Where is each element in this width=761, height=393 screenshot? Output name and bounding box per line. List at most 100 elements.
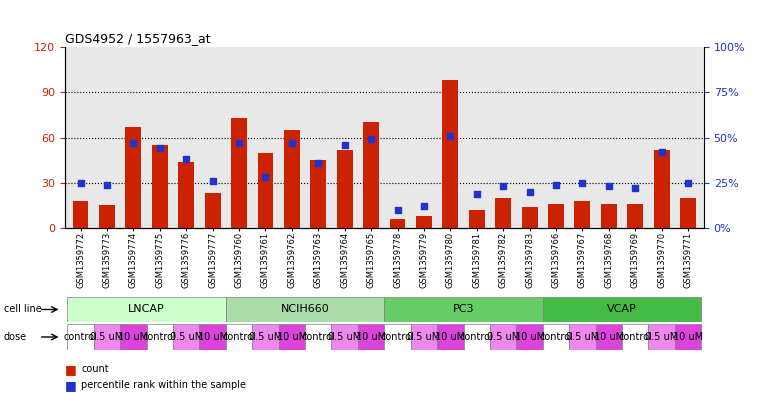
Text: control: control: [380, 332, 415, 342]
Point: [75, 180, 87, 186]
Text: control: control: [143, 332, 177, 342]
Text: 0.5 uM: 0.5 uM: [407, 332, 441, 342]
Bar: [384, 324, 411, 350]
Text: control: control: [222, 332, 256, 342]
Point: [101, 182, 113, 188]
Text: 0.5 uM: 0.5 uM: [565, 332, 599, 342]
Bar: [67, 297, 226, 322]
Text: 0.5 uM: 0.5 uM: [486, 332, 520, 342]
Text: ■: ■: [65, 363, 76, 376]
Bar: [178, 162, 194, 228]
Text: control: control: [301, 332, 335, 342]
Bar: [147, 324, 173, 350]
Text: control: control: [539, 332, 573, 342]
Bar: [411, 324, 437, 350]
Bar: [205, 193, 221, 228]
Text: cell line: cell line: [4, 305, 42, 314]
Text: 10 uM: 10 uM: [356, 332, 386, 342]
Bar: [99, 205, 115, 228]
Text: percentile rank within the sample: percentile rank within the sample: [81, 380, 247, 390]
Point: [154, 145, 166, 152]
Text: PC3: PC3: [453, 305, 474, 314]
Point: [312, 160, 324, 166]
Point: [391, 207, 403, 213]
Bar: [622, 324, 648, 350]
Point: [576, 180, 588, 186]
Bar: [332, 324, 358, 350]
Bar: [627, 204, 643, 228]
Bar: [358, 324, 384, 350]
Bar: [601, 204, 616, 228]
Text: 10 uM: 10 uM: [594, 332, 624, 342]
Point: [444, 132, 457, 139]
Bar: [257, 152, 273, 228]
Point: [497, 183, 509, 189]
Point: [629, 185, 642, 191]
Point: [418, 203, 430, 209]
Text: LNCAP: LNCAP: [128, 305, 165, 314]
Point: [180, 156, 193, 162]
Text: 10 uM: 10 uM: [277, 332, 307, 342]
Text: 0.5 uM: 0.5 uM: [328, 332, 361, 342]
Bar: [126, 127, 142, 228]
Bar: [94, 324, 120, 350]
Point: [206, 178, 218, 184]
Text: 10 uM: 10 uM: [514, 332, 545, 342]
Bar: [548, 204, 564, 228]
Bar: [490, 324, 517, 350]
Point: [524, 189, 536, 195]
Bar: [437, 324, 463, 350]
Bar: [517, 324, 543, 350]
Bar: [120, 324, 147, 350]
Text: control: control: [64, 332, 97, 342]
Text: 10 uM: 10 uM: [198, 332, 228, 342]
Bar: [680, 198, 696, 228]
Point: [655, 149, 667, 155]
Bar: [569, 324, 596, 350]
Bar: [67, 324, 94, 350]
Point: [260, 174, 272, 180]
Text: NCIH660: NCIH660: [281, 305, 330, 314]
Point: [339, 141, 351, 148]
Text: count: count: [81, 364, 109, 375]
Text: 0.5 uM: 0.5 uM: [170, 332, 203, 342]
Point: [286, 140, 298, 146]
Bar: [384, 297, 543, 322]
Bar: [305, 324, 332, 350]
Point: [550, 182, 562, 188]
Text: VCAP: VCAP: [607, 305, 637, 314]
Bar: [654, 150, 670, 228]
Bar: [199, 324, 226, 350]
Text: 0.5 uM: 0.5 uM: [91, 332, 123, 342]
Bar: [152, 145, 167, 228]
Bar: [596, 324, 622, 350]
Bar: [337, 150, 352, 228]
Bar: [252, 324, 279, 350]
Text: control: control: [460, 332, 494, 342]
Bar: [575, 201, 591, 228]
Bar: [363, 123, 379, 228]
Text: ■: ■: [65, 378, 76, 392]
Bar: [469, 210, 485, 228]
Point: [233, 140, 245, 146]
Bar: [521, 207, 537, 228]
Bar: [72, 201, 88, 228]
Text: 0.5 uM: 0.5 uM: [249, 332, 282, 342]
Bar: [231, 118, 247, 228]
Bar: [173, 324, 199, 350]
Bar: [543, 324, 569, 350]
Bar: [226, 297, 384, 322]
Text: 10 uM: 10 uM: [673, 332, 703, 342]
Text: 0.5 uM: 0.5 uM: [645, 332, 678, 342]
Bar: [390, 219, 406, 228]
Text: 10 uM: 10 uM: [435, 332, 466, 342]
Text: control: control: [619, 332, 652, 342]
Bar: [675, 324, 702, 350]
Point: [365, 136, 377, 143]
Point: [682, 180, 694, 186]
Point: [470, 191, 482, 197]
Bar: [279, 324, 305, 350]
Text: GDS4952 / 1557963_at: GDS4952 / 1557963_at: [65, 31, 210, 44]
Bar: [648, 324, 675, 350]
Text: dose: dose: [4, 332, 27, 342]
